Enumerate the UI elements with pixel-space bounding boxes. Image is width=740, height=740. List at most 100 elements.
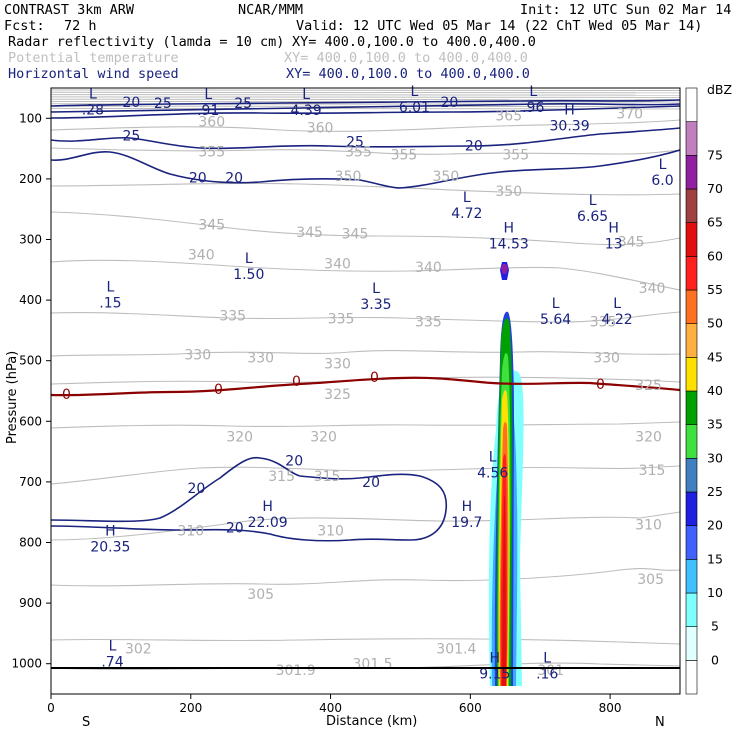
theta-label: 340 [639,281,666,297]
theta-label: 325 [324,387,351,403]
fcst-value: 72 h [64,18,97,34]
extremum-type: H [490,651,501,667]
extremum-value: .91 [197,103,219,119]
extremum-low: L.91 [197,87,219,119]
extremum-low: L5.64 [540,296,571,328]
extremum-type: H [608,220,619,236]
theta-label: 345 [296,225,323,241]
wind-contour-label: 25 [154,96,172,112]
colorbar-tick-label: 0 [711,652,719,667]
theta-label: 310 [317,523,344,539]
freezing-label: 0 [62,387,71,403]
extremum-type: L [489,450,497,466]
theta-label: 355 [502,148,529,164]
wind-contour-label: 20 [226,520,244,536]
colorbar-tick-label: 50 [707,316,723,331]
colorbar-swatch [685,256,698,291]
theta-contour-305 [51,568,680,587]
freezing-label: 0 [370,370,379,386]
theta-upper-contour [51,100,680,103]
extremum-value: .28 [82,103,104,119]
x-tick-label: 800 [599,701,622,715]
colorbar-tick-label: 25 [707,484,723,499]
colorbar-tick-label: 65 [707,215,723,230]
colorbar-swatch [685,323,698,358]
extremum-high: H30.39 [550,102,590,134]
extremum-value: 4.39 [291,103,322,119]
theta-upper-contour [51,96,680,98]
theta-contour-330 [51,350,680,357]
center-title: NCAR/MMM [238,2,303,18]
extremum-value: 30.39 [550,118,590,134]
theta-contour-315 [51,465,680,485]
freezing-label: 0 [596,377,605,393]
theta-contour-303 [51,638,680,645]
field-1-name: Radar reflectivity (lamda = 10 cm) [8,34,284,50]
plot-background [51,88,680,694]
x-tick-label: 600 [459,701,482,715]
colorbar-tick-label: 35 [707,417,723,432]
extremum-low: L.28 [82,87,104,119]
colorbar-swatch [685,491,698,526]
extremum-value: .15 [99,295,121,311]
theta-label: 360 [307,120,334,136]
extremum-type: L [372,281,380,297]
extremum-low: L6.65 [577,193,608,225]
extremum-type: L [204,87,212,103]
theta-upper-contour [51,91,680,94]
extremum-type: L [245,251,253,267]
theta-label: 330 [184,348,211,364]
wind-contour-label: 25 [122,128,140,144]
y-tick-label: 500 [19,354,42,368]
y-tick-label: 900 [19,596,42,610]
theta-label: 301.5 [352,657,392,673]
theta-label: 302 [125,642,152,658]
extremum-low: L4.56 [477,450,508,482]
theta-upper-contour [51,89,680,91]
colorbar-swatch [685,188,698,223]
theta-label: 315 [314,469,341,485]
wind-contour-label: 20 [187,481,205,497]
colorbar-tick-label: 20 [707,518,723,533]
extremum-low: L6.0 [651,157,673,189]
colorbar-swatch [685,357,698,392]
colorbar-tick-label: 15 [707,551,723,566]
theta-label: 301 [537,663,564,679]
extremum-low: L.74 [101,639,123,671]
y-tick-label: 200 [19,172,42,186]
extremum-value: 6.01 [399,100,430,116]
extremum-value: .74 [101,655,123,671]
y-axis-label: Pressure (hPa) [5,351,20,444]
wind-contour-25 [51,127,680,150]
extremum-high: H9.15 [479,651,510,683]
colorbar-tick-label: 55 [707,282,723,297]
freezing-label: 0 [292,374,301,390]
theta-label: 355 [391,148,418,164]
theta-label: 315 [639,463,666,479]
theta-label: 340 [415,260,442,276]
theta-label: 345 [618,234,645,250]
y-tick-label: 100 [19,111,42,125]
y-tick-label: 1000 [11,657,42,671]
theta-label: 340 [324,257,351,273]
x-endpoint-left: S [82,715,90,730]
theta-label: 360 [198,114,225,130]
extremum-low: L3.35 [360,281,391,313]
extremum-type: L [589,193,597,209]
wind-contour-20-upper [51,149,680,189]
fcst-label: Fcst: [4,18,45,34]
theta-label: 330 [324,357,351,373]
extremum-value: 20.35 [90,539,130,555]
wind-contour-label: 20 [122,95,140,111]
header: CONTRAST 3km ARW NCAR/MMM Init: 12 UTC S… [4,2,731,82]
theta-label: 350 [495,184,522,200]
colorbar-tick-label: 10 [707,585,723,600]
x-tick-label: 200 [179,701,202,715]
x-tick-label: 0 [47,701,55,715]
theta-contour-345 [51,211,680,246]
field-3-xy: XY= 400.0,100.0 to 400.0,400.0 [286,66,530,82]
extremum-high: H20.35 [90,523,130,555]
colorbar-tick-label: 60 [707,248,723,263]
